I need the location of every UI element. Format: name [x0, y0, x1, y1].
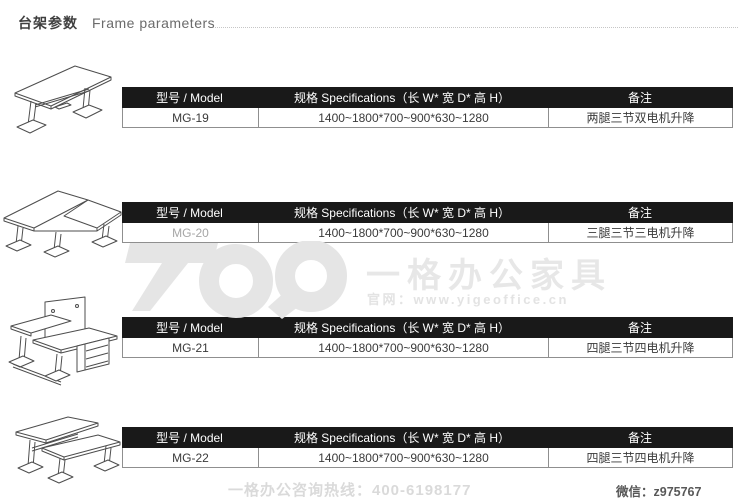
brand-watermark: 一格办公家具: [366, 257, 612, 295]
model-cell: MG-20: [172, 225, 209, 240]
model-cell: MG-22: [172, 450, 209, 465]
desk-illustration-mg20: [0, 176, 126, 264]
desk-illustration-mg19: [5, 57, 117, 145]
model-cell: MG-21: [172, 340, 209, 355]
col-header-spec: 规格 Specifications（长 W* 宽 D* 高 H）: [293, 206, 511, 220]
table-header-row: 型号 / Model 规格 Specifications（长 W* 宽 D* 高…: [122, 202, 733, 223]
table-row: MG-22 1400~1800*700~900*630~1280 四腿三节四电机…: [122, 448, 733, 468]
top-logo-watermark-icon: [118, 240, 368, 326]
model-cell: MG-19: [172, 110, 209, 125]
page-title: 台架参数: [18, 15, 78, 31]
table-row: MG-21 1400~1800*700~900*630~1280 四腿三节四电机…: [122, 338, 733, 358]
table-row: MG-19 1400~1800*700~900*630~1280 两腿三节双电机…: [122, 108, 733, 128]
table-header-row: 型号 / Model 规格 Specifications（长 W* 宽 D* 高…: [122, 87, 733, 108]
col-header-remark: 备注: [627, 321, 652, 335]
spec-cell: 1400~1800*700~900*630~1280: [258, 448, 548, 467]
desk-illustration-mg22: [8, 410, 124, 490]
col-header-model: 型号 / Model: [156, 431, 223, 445]
table-header-row: 型号 / Model 规格 Specifications（长 W* 宽 D* 高…: [122, 427, 733, 448]
spec-cell: 1400~1800*700~900*630~1280: [258, 338, 548, 357]
remark-cell: 三腿三节三电机升降: [548, 223, 732, 242]
col-header-remark: 备注: [627, 431, 652, 445]
spec-cell: 1400~1800*700~900*630~1280: [258, 108, 548, 127]
spec-cell: 1400~1800*700~900*630~1280: [258, 223, 548, 242]
remark-cell: 四腿三节四电机升降: [548, 338, 732, 357]
header-divider: [213, 27, 738, 28]
col-header-model: 型号 / Model: [156, 321, 223, 335]
spec-table-mg20: 型号 / Model 规格 Specifications（长 W* 宽 D* 高…: [122, 202, 733, 243]
desk-illustration-mg21: [5, 296, 127, 390]
col-header-model: 型号 / Model: [156, 91, 223, 105]
col-header-spec: 规格 Specifications（长 W* 宽 D* 高 H）: [293, 431, 511, 445]
table-header-row: 型号 / Model 规格 Specifications（长 W* 宽 D* 高…: [122, 317, 733, 338]
page-title-en: Frame parameters: [92, 15, 216, 31]
col-header-remark: 备注: [627, 206, 652, 220]
remark-cell: 两腿三节双电机升降: [548, 108, 732, 127]
col-header-model: 型号 / Model: [156, 206, 223, 220]
hotline-watermark: 一格办公咨询热线：400-6198177: [228, 482, 472, 499]
spec-table-mg19: 型号 / Model 规格 Specifications（长 W* 宽 D* 高…: [122, 87, 733, 128]
spec-table-mg22: 型号 / Model 规格 Specifications（长 W* 宽 D* 高…: [122, 427, 733, 468]
col-header-remark: 备注: [627, 91, 652, 105]
col-header-spec: 规格 Specifications（长 W* 宽 D* 高 H）: [293, 91, 511, 105]
remark-cell: 四腿三节四电机升降: [548, 448, 732, 467]
table-row: MG-20 1400~1800*700~900*630~1280 三腿三节三电机…: [122, 223, 733, 243]
website-watermark: 官网：www.yigeoffice.cn: [367, 292, 569, 307]
col-header-spec: 规格 Specifications（长 W* 宽 D* 高 H）: [293, 321, 511, 335]
page-header: 台架参数 Frame parameters: [18, 13, 215, 33]
spec-table-mg21: 型号 / Model 规格 Specifications（长 W* 宽 D* 高…: [122, 317, 733, 358]
wechat-id: 微信：z975767: [616, 485, 702, 499]
